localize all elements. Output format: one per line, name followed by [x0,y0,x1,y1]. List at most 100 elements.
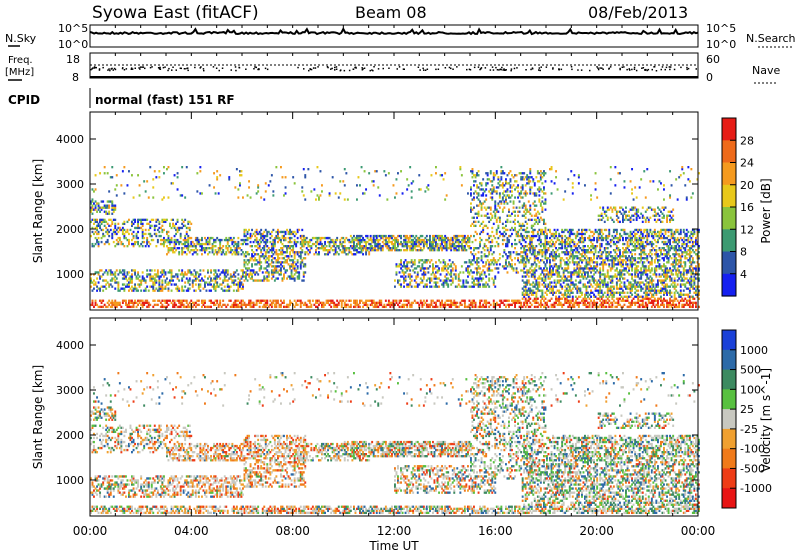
heatmap-cell [549,283,551,286]
heatmap-cell [558,238,561,242]
heatmap-cell [432,240,434,244]
heatmap-cell [115,238,118,242]
heatmap-cell [159,289,162,292]
heatmap-cell [547,283,550,286]
heatmap-cell [435,283,437,286]
heatmap-cell [539,295,542,298]
heatmap-cell [422,273,425,276]
heatmap-cell [413,263,416,266]
heatmap-cell [454,267,457,270]
heatmap-cell [418,259,421,262]
heatmap-cell [485,245,488,248]
heatmap-cell [552,259,555,262]
heatmap-cell [147,305,150,309]
heatmap-cell [515,232,518,236]
heatmap-cell [398,279,401,282]
heatmap-cell [108,190,111,193]
heatmap-cell [468,271,471,274]
heatmap-cell [500,202,503,205]
heatmap-cell [354,238,357,242]
nave-point [312,67,315,69]
heatmap-cell [188,301,191,305]
heatmap-cell [280,273,282,276]
heatmap-cell [201,192,203,195]
heatmap-cell [131,232,133,236]
heatmap-cell [257,190,260,193]
heatmap-cell [108,285,111,288]
heatmap-cell [457,305,460,309]
heatmap-cell [126,271,129,274]
heatmap-cell [273,245,276,248]
heatmap-cell [462,299,465,302]
heatmap-cell [94,218,97,222]
heatmap-cell [343,303,346,307]
heatmap-cell [433,240,436,244]
heatmap-cell [226,249,229,252]
heatmap-cell [471,208,474,211]
heatmap-cell [492,299,495,302]
heatmap-cell [237,236,240,240]
heatmap-cell [567,283,570,286]
nave-point [98,68,101,70]
heatmap-cell [573,174,576,177]
heatmap-cell [135,277,138,280]
nave-point [110,68,112,70]
heatmap-cell [231,305,234,309]
heatmap-cell [270,265,273,268]
heatmap-cell [565,257,568,260]
heatmap-cell [234,301,237,305]
heatmap-cell [208,299,211,302]
heatmap-cell [257,299,260,302]
heatmap-cell [264,251,267,254]
heatmap-cell [270,273,273,276]
heatmap-cell [188,245,191,248]
heatmap-cell [299,255,302,258]
heatmap-cell [211,251,214,254]
heatmap-cell [445,242,448,246]
heatmap-cell [90,281,92,284]
heatmap-cell [333,253,336,256]
heatmap-cell [492,210,495,213]
nave-point [339,69,342,72]
heatmap-cell [202,303,205,307]
heatmap-cell [576,257,579,260]
heatmap-cell [114,275,117,278]
heatmap-cell [494,275,497,278]
heatmap-cell [272,247,275,250]
heatmap-cell [536,172,539,175]
heatmap-cell [498,299,501,302]
heatmap-cell [407,267,410,270]
heatmap-cell [296,271,299,274]
heatmap-cell [529,218,532,222]
heatmap-cell [445,299,448,302]
heatmap-cell [543,220,545,224]
heatmap-cell [255,240,258,244]
heatmap-cell [419,299,422,302]
heatmap-cell [226,238,229,242]
heatmap-cell [146,222,149,226]
heatmap-cell [533,261,536,264]
heatmap-cell [495,208,498,211]
heatmap-cell [161,279,164,282]
heatmap-cell [415,240,418,244]
heatmap-cell [574,261,577,264]
heatmap-cell [549,287,551,290]
heatmap-cell [543,170,545,173]
heatmap-cell [270,271,273,274]
heatmap-cell [249,277,252,280]
heatmap-cell [132,222,135,226]
heatmap-cell [143,279,146,282]
heatmap-cell [251,273,254,276]
heatmap-cell [149,166,152,169]
heatmap-cell [527,242,530,246]
heatmap-cell [561,234,564,238]
heatmap-cell [187,245,190,248]
heatmap-cell [495,210,498,213]
heatmap-cell [284,255,287,258]
heatmap-cell [167,249,170,252]
heatmap-cell [511,245,513,248]
heatmap-cell [459,168,462,171]
heatmap-cell [565,301,568,305]
heatmap-cell [523,271,526,274]
heatmap-cell [524,265,527,268]
